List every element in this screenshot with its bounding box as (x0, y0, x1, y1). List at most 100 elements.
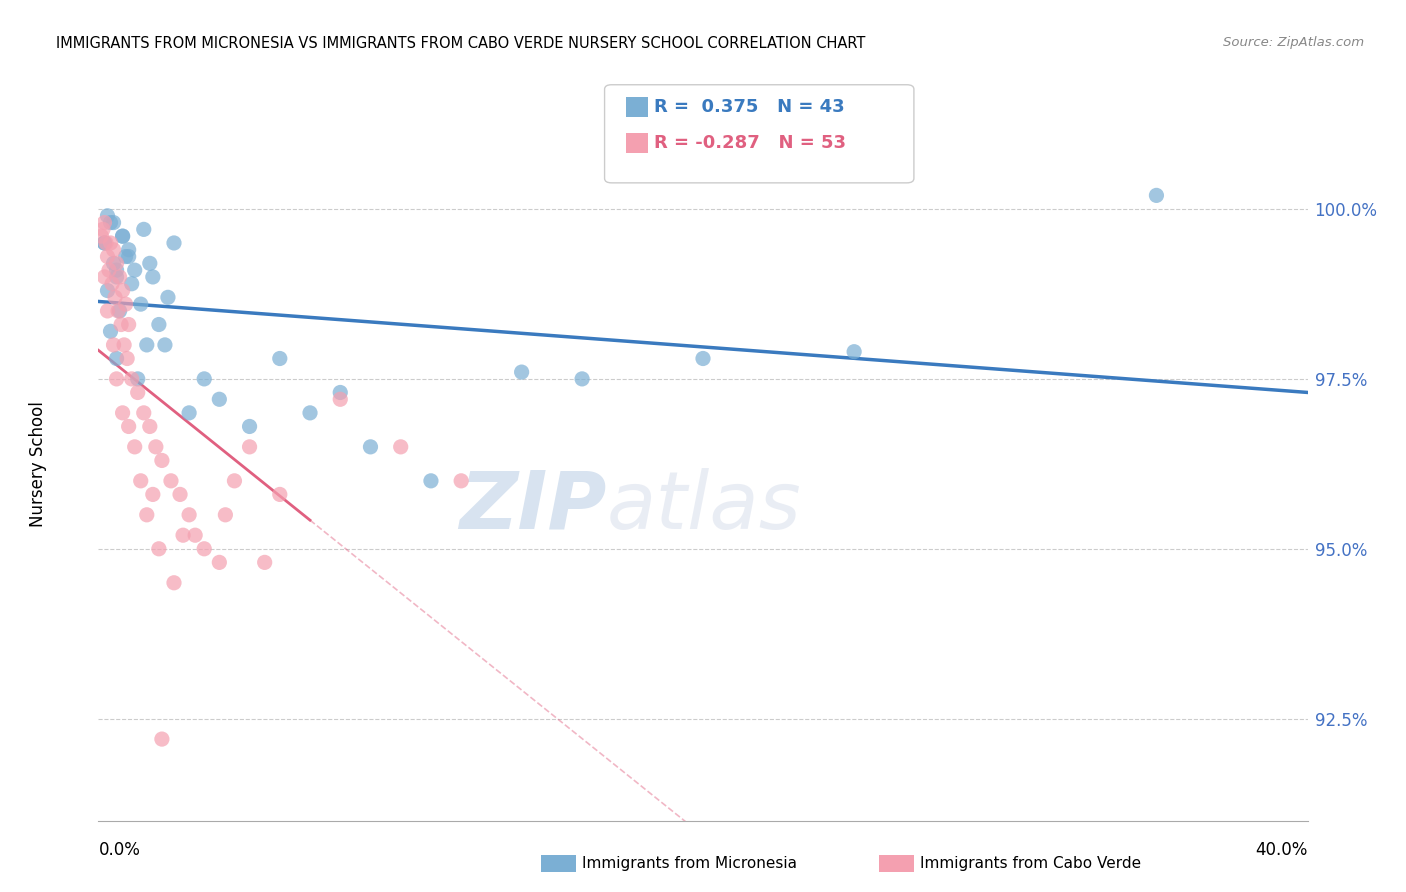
Point (127, 385, 149, 400)
Point (239, 440, 262, 454)
Point (139, 419, 162, 434)
Text: Immigrants from Micronesia: Immigrants from Micronesia (582, 856, 797, 871)
Point (148, 541, 170, 556)
Point (100, 324, 122, 338)
Point (692, 351, 714, 366)
Point (214, 508, 236, 522)
Point (103, 243, 125, 257)
Text: R =  0.375   N = 43: R = 0.375 N = 43 (654, 98, 845, 116)
Point (93, 269, 115, 284)
Point (160, 474, 183, 488)
Text: atlas: atlas (606, 467, 801, 546)
Point (224, 474, 246, 488)
Point (571, 372, 593, 386)
Point (111, 284, 134, 298)
Point (112, 338, 135, 352)
Point (156, 290, 179, 304)
Point (150, 453, 173, 467)
Point (510, 365, 533, 379)
Point (96, 304, 118, 318)
Point (104, 290, 127, 304)
Point (420, 474, 443, 488)
Text: R = -0.287   N = 53: R = -0.287 N = 53 (654, 134, 846, 152)
Text: 40.0%: 40.0% (1256, 841, 1308, 859)
Point (111, 229, 134, 244)
Point (105, 351, 128, 366)
Point (90, 229, 112, 244)
Point (163, 575, 186, 590)
Point (114, 250, 136, 264)
Point (193, 541, 215, 556)
Point (329, 392, 352, 407)
Text: Source: ZipAtlas.com: Source: ZipAtlas.com (1223, 36, 1364, 49)
Point (121, 372, 143, 386)
Point (129, 474, 152, 488)
Point (193, 372, 215, 386)
Point (389, 440, 412, 454)
Point (91, 222, 114, 236)
Text: 0.0%: 0.0% (98, 841, 141, 859)
Point (169, 487, 191, 501)
Point (299, 406, 322, 420)
Point (118, 250, 141, 264)
Point (108, 269, 131, 284)
Point (118, 419, 141, 434)
Point (184, 528, 207, 542)
Point (96, 209, 118, 223)
Point (142, 269, 165, 284)
Point (145, 440, 167, 454)
Point (103, 256, 125, 270)
Point (844, 344, 866, 359)
Point (127, 372, 149, 386)
Point (142, 487, 165, 501)
Point (93, 235, 115, 250)
Text: ZIP: ZIP (458, 467, 606, 546)
Point (208, 555, 231, 569)
Point (105, 372, 128, 386)
Point (124, 263, 146, 277)
Point (108, 304, 131, 318)
Point (450, 474, 472, 488)
Point (98, 263, 121, 277)
Text: Nursery School: Nursery School (30, 401, 46, 527)
Point (107, 304, 129, 318)
Point (103, 216, 125, 230)
Point (135, 508, 157, 522)
Point (105, 269, 128, 284)
Point (93, 235, 115, 250)
Point (139, 256, 162, 270)
Point (94, 235, 117, 250)
Point (269, 351, 291, 366)
Point (163, 235, 186, 250)
Point (103, 338, 125, 352)
Point (105, 256, 128, 270)
Point (96, 284, 118, 298)
Point (111, 406, 134, 420)
Point (105, 263, 128, 277)
Point (239, 419, 262, 434)
Point (360, 440, 382, 454)
Point (135, 338, 157, 352)
Point (118, 243, 141, 257)
Point (179, 406, 201, 420)
Point (208, 392, 231, 407)
Point (121, 277, 143, 291)
Point (179, 508, 201, 522)
Point (269, 487, 291, 501)
Point (114, 297, 136, 311)
Point (153, 338, 176, 352)
Point (132, 406, 155, 420)
Text: Immigrants from Cabo Verde: Immigrants from Cabo Verde (920, 856, 1140, 871)
Point (129, 297, 152, 311)
Point (172, 528, 194, 542)
Point (110, 318, 132, 332)
Point (115, 351, 138, 366)
Point (132, 222, 155, 236)
Point (150, 732, 173, 747)
Point (1146, 188, 1168, 202)
Point (118, 318, 141, 332)
Point (93, 216, 115, 230)
Point (329, 385, 352, 400)
Point (253, 555, 276, 569)
Point (124, 440, 146, 454)
